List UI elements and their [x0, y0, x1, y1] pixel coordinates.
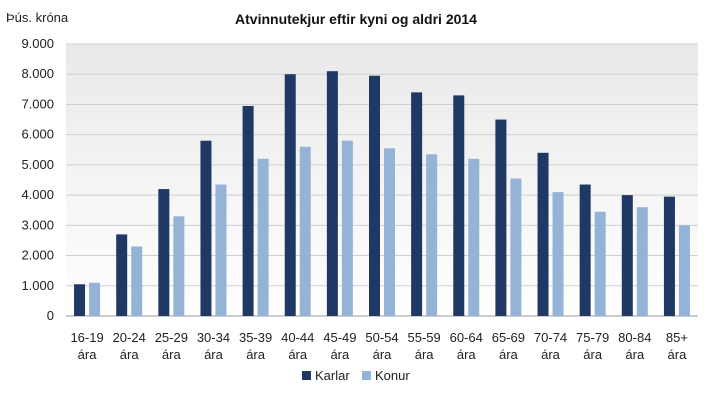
- x-tick-label: 85+: [666, 330, 688, 345]
- x-tick-label: 70-74: [534, 330, 567, 345]
- x-tick-label: 65-69: [492, 330, 525, 345]
- legend-label-karlar: Karlar: [315, 368, 350, 383]
- y-tick-label: 7.000: [21, 96, 54, 111]
- x-tick-label: 50-54: [365, 330, 398, 345]
- y-tick-label: 6.000: [21, 127, 54, 142]
- bar-karlar: [453, 95, 465, 316]
- x-tick-label: 45-49: [323, 330, 356, 345]
- gridlines: [66, 43, 698, 317]
- bars: [74, 71, 690, 316]
- bar-karlar: [663, 196, 675, 316]
- bar-konur: [678, 225, 690, 316]
- legend-swatch-konur: [362, 371, 371, 380]
- x-tick-label-suffix: ára: [78, 347, 98, 362]
- y-tick-label: 2.000: [21, 248, 54, 263]
- x-tick-label: 40-44: [281, 330, 314, 345]
- bar-konur: [257, 158, 269, 316]
- bar-konur: [299, 146, 311, 316]
- bar-karlar: [369, 75, 380, 316]
- y-axis-ticks: 0 1.000 2.000 3.000 4.000 5.000 6.000 7.000 8.00…: [21, 36, 54, 323]
- bar-konur: [131, 246, 143, 316]
- bar-karlar: [74, 284, 86, 316]
- x-tick-label: 75-79: [576, 330, 609, 345]
- bar-karlar: [621, 195, 633, 316]
- x-tick-label-suffix: ára: [330, 347, 350, 362]
- bar-karlar: [116, 234, 128, 316]
- x-tick-label: 25-29: [155, 330, 188, 345]
- x-tick-label: 60-64: [450, 330, 483, 345]
- bar-konur: [173, 216, 185, 316]
- x-tick-label-suffix: ára: [541, 347, 561, 362]
- x-tick-label-suffix: ára: [668, 347, 688, 362]
- x-tick-label: 30-34: [197, 330, 230, 345]
- y-tick-label: 8.000: [21, 66, 54, 81]
- legend-label-konur: Konur: [375, 368, 410, 383]
- x-tick-label-suffix: ára: [204, 347, 224, 362]
- x-tick-label-suffix: ára: [499, 347, 519, 362]
- x-tick-label: 80-84: [618, 330, 651, 345]
- x-tick-label: 20-24: [113, 330, 146, 345]
- bar-konur: [636, 207, 648, 316]
- x-axis-ticks: 16-19 ára 20-24 ára 25-29 ára 30-34 ára 35-39 ára…: [70, 330, 688, 362]
- x-tick-label-suffix: ára: [162, 347, 182, 362]
- x-tick-label-suffix: ára: [415, 347, 435, 362]
- bar-konur: [594, 211, 606, 316]
- bar-karlar: [200, 140, 212, 316]
- plot-area: [66, 44, 698, 316]
- x-tick-label-suffix: ára: [120, 347, 140, 362]
- bar-karlar: [242, 105, 254, 316]
- bar-karlar: [158, 189, 170, 316]
- bar-konur: [384, 148, 395, 316]
- x-tick-label-suffix: ára: [583, 347, 603, 362]
- x-tick-label-suffix: ára: [625, 347, 645, 362]
- y-tick-label: 0: [47, 308, 54, 323]
- bar-konur: [468, 158, 480, 316]
- bar-konur: [89, 282, 101, 316]
- y-tick-label: 5.000: [21, 157, 54, 172]
- bar-karlar: [326, 71, 338, 316]
- x-tick-label: 35-39: [239, 330, 272, 345]
- x-tick-label-suffix: ára: [288, 347, 308, 362]
- y-tick-label: 3.000: [21, 217, 54, 232]
- x-tick-label-suffix: ára: [457, 347, 477, 362]
- bar-karlar: [579, 184, 591, 316]
- bar-konur: [341, 140, 353, 316]
- y-tick-label: 9.000: [21, 36, 54, 51]
- legend-swatch-karlar: [302, 371, 311, 380]
- y-tick-label: 1.000: [21, 278, 54, 293]
- legend: Karlar Konur: [302, 368, 410, 383]
- bar-karlar: [411, 92, 423, 316]
- bar-karlar: [284, 74, 296, 316]
- x-tick-label-suffix: ára: [373, 347, 393, 362]
- bar-konur: [215, 184, 227, 316]
- plot-background: [66, 44, 698, 316]
- bar-konur: [552, 192, 564, 316]
- chart-title: Atvinnutekjur eftir kyni og aldri 2014: [235, 11, 477, 27]
- y-axis-label: Þús. króna: [6, 10, 69, 25]
- bar-konur: [426, 154, 438, 316]
- bar-konur: [510, 178, 522, 316]
- x-tick-label-suffix: ára: [246, 347, 266, 362]
- y-tick-label: 4.000: [21, 187, 54, 202]
- bar-karlar: [537, 152, 549, 316]
- x-tick-label: 55-59: [408, 330, 441, 345]
- x-tick-label: 16-19: [70, 330, 103, 345]
- bar-karlar: [495, 119, 507, 316]
